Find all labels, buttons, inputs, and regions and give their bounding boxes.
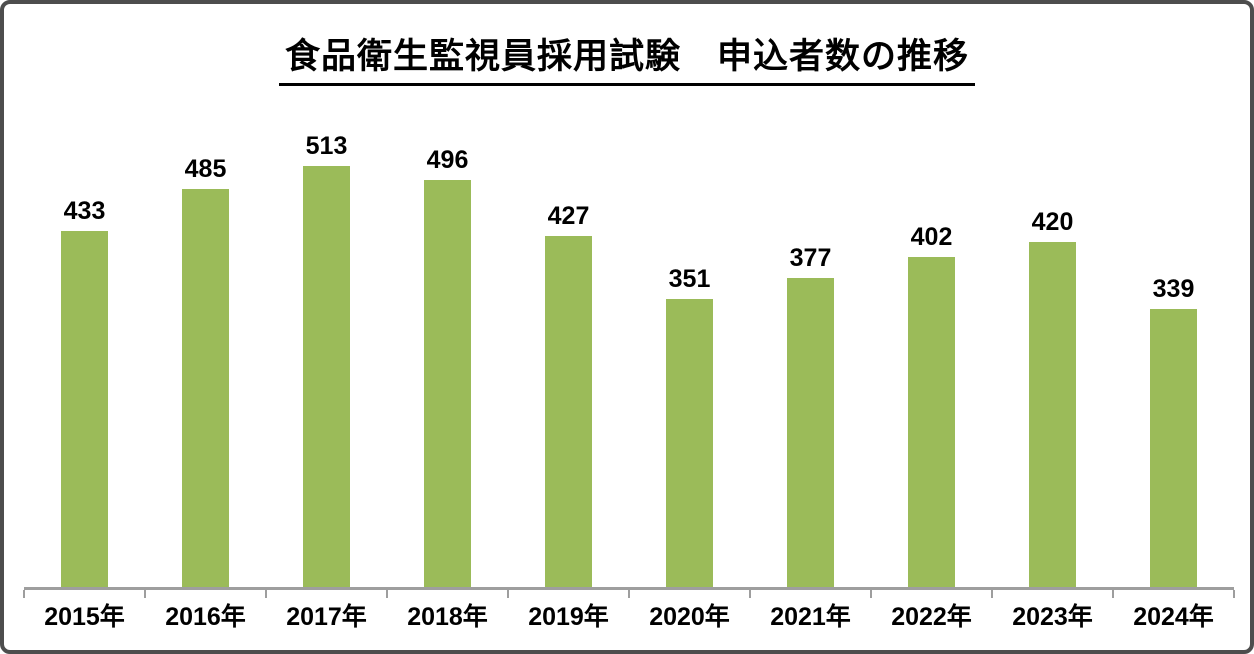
x-axis-label: 2020年 [649,603,730,631]
chart-title: 食品衛生監視員採用試験 申込者数の推移 [278,28,975,86]
value-label: 420 [1031,208,1074,236]
bar-column: 377 [750,94,871,588]
x-axis-tick [265,590,267,598]
value-label: 496 [426,146,469,174]
bar-column: 427 [508,94,629,588]
value-label: 433 [63,197,106,225]
value-label: 427 [547,202,590,230]
x-axis-label: 2017年 [286,603,367,631]
x-axis-tick [23,590,25,598]
chart-title-container: 食品衛生監視員採用試験 申込者数の推移 [4,28,1250,86]
bar [303,166,350,588]
x-axis-tick [749,590,751,598]
x-axis-label: 2023年 [1012,603,1093,631]
bar-column: 339 [1113,94,1234,588]
value-label: 513 [305,132,348,160]
x-axis-tick [628,590,630,598]
x-axis-label: 2015年 [44,603,125,631]
bars-container: 433 485 513 496 427 351 377 402 420 339 [24,94,1234,588]
x-axis-label: 2016年 [165,603,246,631]
value-label: 351 [668,265,711,293]
x-axis-label: 2024年 [1133,603,1214,631]
bar [1150,309,1197,588]
x-axis-tick [870,590,872,598]
bar [908,257,955,588]
x-axis-line [24,587,1234,590]
x-axis-labels: 2015年 2016年 2017年 2018年 2019年 2020年 2021年 2022年… [24,602,1234,632]
value-label: 402 [910,223,953,251]
bar-column: 351 [629,94,750,588]
bar-column: 402 [871,94,992,588]
x-axis-tick [1233,590,1235,598]
value-label: 377 [789,244,832,272]
x-axis-label: 2022年 [891,603,972,631]
x-axis-tick [386,590,388,598]
value-label: 339 [1152,275,1195,303]
bar-column: 496 [387,94,508,588]
bar [424,180,471,588]
bar-column: 420 [992,94,1113,588]
x-axis-tick [144,590,146,598]
x-axis-label: 2021年 [770,603,851,631]
bar-column: 485 [145,94,266,588]
bar [787,278,834,588]
bar-column: 433 [24,94,145,588]
x-axis-label: 2018年 [407,603,488,631]
bar-column: 513 [266,94,387,588]
x-axis-tick [991,590,993,598]
x-axis-label: 2019年 [528,603,609,631]
x-axis-tick [507,590,509,598]
plot-area: 433 485 513 496 427 351 377 402 420 339 2015年 2016… [4,4,1250,650]
bar [666,299,713,588]
bar [61,231,108,588]
value-label: 485 [184,155,227,183]
bar [1029,242,1076,588]
x-axis-tick [1112,590,1114,598]
bar [545,236,592,588]
bar [182,189,229,588]
